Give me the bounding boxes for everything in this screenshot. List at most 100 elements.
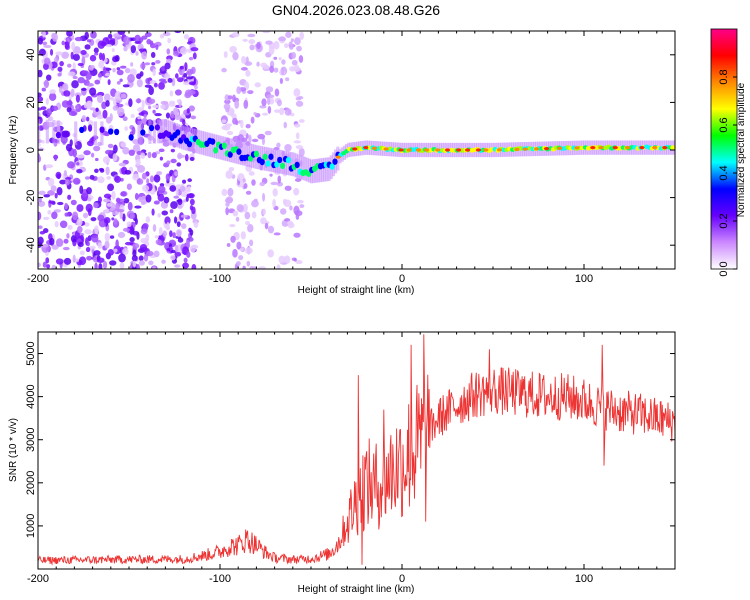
spectrogram-noise-blob [170, 148, 175, 153]
spectrogram-noise-blob [38, 236, 44, 245]
spectrogram-noise-blob [83, 150, 91, 156]
spectrogram-noise-blob [140, 152, 146, 159]
spectrogram-noise-blob [123, 35, 130, 45]
spectrogram-noise-blob [223, 103, 231, 110]
spectrogram-noise-blob [251, 211, 257, 219]
spectrogram-ridge-peak [406, 148, 412, 152]
spectrogram-noise-blob [90, 152, 95, 158]
spectrogram-noise-blob [184, 153, 189, 162]
spectrogram-noise-blob [240, 231, 246, 240]
spectrogram-noise-blob [53, 154, 58, 162]
spectrogram-noise-blob [128, 98, 133, 108]
spectrogram-noise-blob [135, 51, 139, 56]
spectrogram-noise-blob [279, 107, 285, 116]
spectrogram-noise-blob [174, 73, 179, 79]
spectrogram-noise-blob [124, 126, 128, 131]
spectrogram-noise-blob [293, 140, 302, 144]
spectrogram-noise-blob [283, 199, 292, 208]
spectrogram-noise-blob [189, 245, 197, 253]
spectrogram-noise-blob [144, 62, 151, 66]
spectrogram-noise-blob [236, 86, 242, 95]
spectrogram-noise-blob [141, 35, 148, 40]
spectrogram-noise-blob [245, 124, 251, 129]
spectrogram-noise-blob [105, 44, 113, 48]
spectrogram-noise-blob [248, 171, 255, 176]
colorbar-tick-label: 0.8 [718, 69, 730, 84]
spectrogram-noise-blob [104, 72, 111, 77]
spectrogram-y-tick-label: 40 [25, 49, 37, 61]
spectrogram-noise-blob [158, 81, 165, 90]
spectrogram-noise-blob [166, 48, 171, 55]
spectrogram-noise-blob [230, 235, 236, 243]
spectrogram-noise-blob [299, 31, 305, 40]
spectrogram-noise-blob [157, 185, 166, 194]
spectrogram-noise-blob [140, 62, 146, 70]
spectrogram-noise-blob [168, 101, 176, 107]
spectrogram-noise-blob [175, 187, 179, 197]
spectrogram-noise-blob [118, 162, 126, 167]
spectrogram-noise-blob [84, 222, 90, 227]
snr-y-axis-label: SNR (10 * v/v) [8, 418, 19, 482]
spectrogram-ridge-peak [383, 147, 389, 151]
spectrogram-noise-blob [103, 198, 111, 203]
spectrogram-noise-blob [68, 110, 77, 117]
spectrogram-noise-blob [111, 217, 115, 221]
spectrogram-ridge-core [99, 126, 105, 133]
spectrogram-noise-blob [94, 225, 99, 235]
spectrogram-noise-blob [238, 255, 244, 261]
spectrogram-noise-blob [279, 208, 287, 215]
spectrogram-noise-blob [49, 237, 55, 246]
spectrogram-noise-blob [225, 170, 233, 179]
spectrogram-noise-blob [188, 56, 194, 61]
spectrogram-ridge-peak [335, 155, 341, 159]
spectrogram-ridge-core [236, 148, 242, 155]
spectrogram-ridge-core [274, 161, 280, 168]
spectrogram-ridge-peak [514, 147, 520, 151]
spectrogram-noise-blob [62, 246, 70, 251]
spectrogram-noise-blob [183, 81, 190, 86]
spectrogram-noise-blob [235, 120, 239, 126]
spectrogram-noise-blob [283, 121, 287, 129]
snr-series-line [38, 334, 675, 566]
spectrogram-noise-blob [116, 80, 121, 85]
spectrogram-noise-blob [80, 49, 87, 55]
spectrogram-noise-blob [118, 253, 126, 263]
spectrogram-noise-blob [61, 100, 70, 108]
spectrogram-noise-blob [247, 90, 254, 95]
spectrogram-noise-blob [177, 198, 183, 206]
snr-y-tick-label: 3000 [25, 427, 37, 451]
spectrogram-noise-blob [140, 227, 148, 235]
spectrogram-noise-blob [38, 225, 43, 230]
spectrogram-noise-blob [94, 52, 99, 56]
spectrogram-noise-blob [243, 183, 248, 189]
spectrogram-noise-blob [295, 100, 304, 107]
spectrogram-x-tick-label: -200 [27, 273, 49, 285]
spectrogram-noise-blob [176, 162, 182, 167]
spectrogram-noise-blob [284, 143, 292, 152]
spectrogram-noise-blob [221, 67, 227, 73]
spectrogram-noise-blob [242, 178, 246, 183]
spectrogram-noise-blob [76, 204, 84, 212]
spectrogram-noise-blob [152, 109, 156, 114]
spectrogram-noise-blob [167, 78, 173, 83]
spectrogram-noise-blob [223, 51, 228, 58]
spectrogram-noise-blob [55, 51, 63, 56]
spectrogram-noise-blob [86, 187, 92, 195]
spectrogram-noise-blob [159, 156, 163, 161]
spectrogram-noise-blob [129, 237, 135, 243]
spectrogram-noise-blob [247, 33, 256, 38]
spectrogram-noise-blob [113, 248, 118, 253]
spectrogram-ridge-peak [662, 146, 668, 150]
spectrogram-ridge-halo [224, 137, 229, 162]
spectrogram-noise-blob [273, 56, 278, 60]
spectrogram-noise-blob [89, 245, 96, 250]
spectrogram-noise-blob [84, 229, 92, 235]
spectrogram-ridge-halo [148, 120, 152, 144]
spectrogram-noise-blob [183, 257, 188, 263]
spectrogram-ridge-halo [242, 141, 246, 166]
spectrogram-ridge-halo [275, 149, 279, 173]
spectrogram-ridge-halo [272, 148, 277, 173]
spectrogram-ridge-halo [240, 141, 244, 166]
spectrogram-noise-blob [94, 79, 101, 85]
